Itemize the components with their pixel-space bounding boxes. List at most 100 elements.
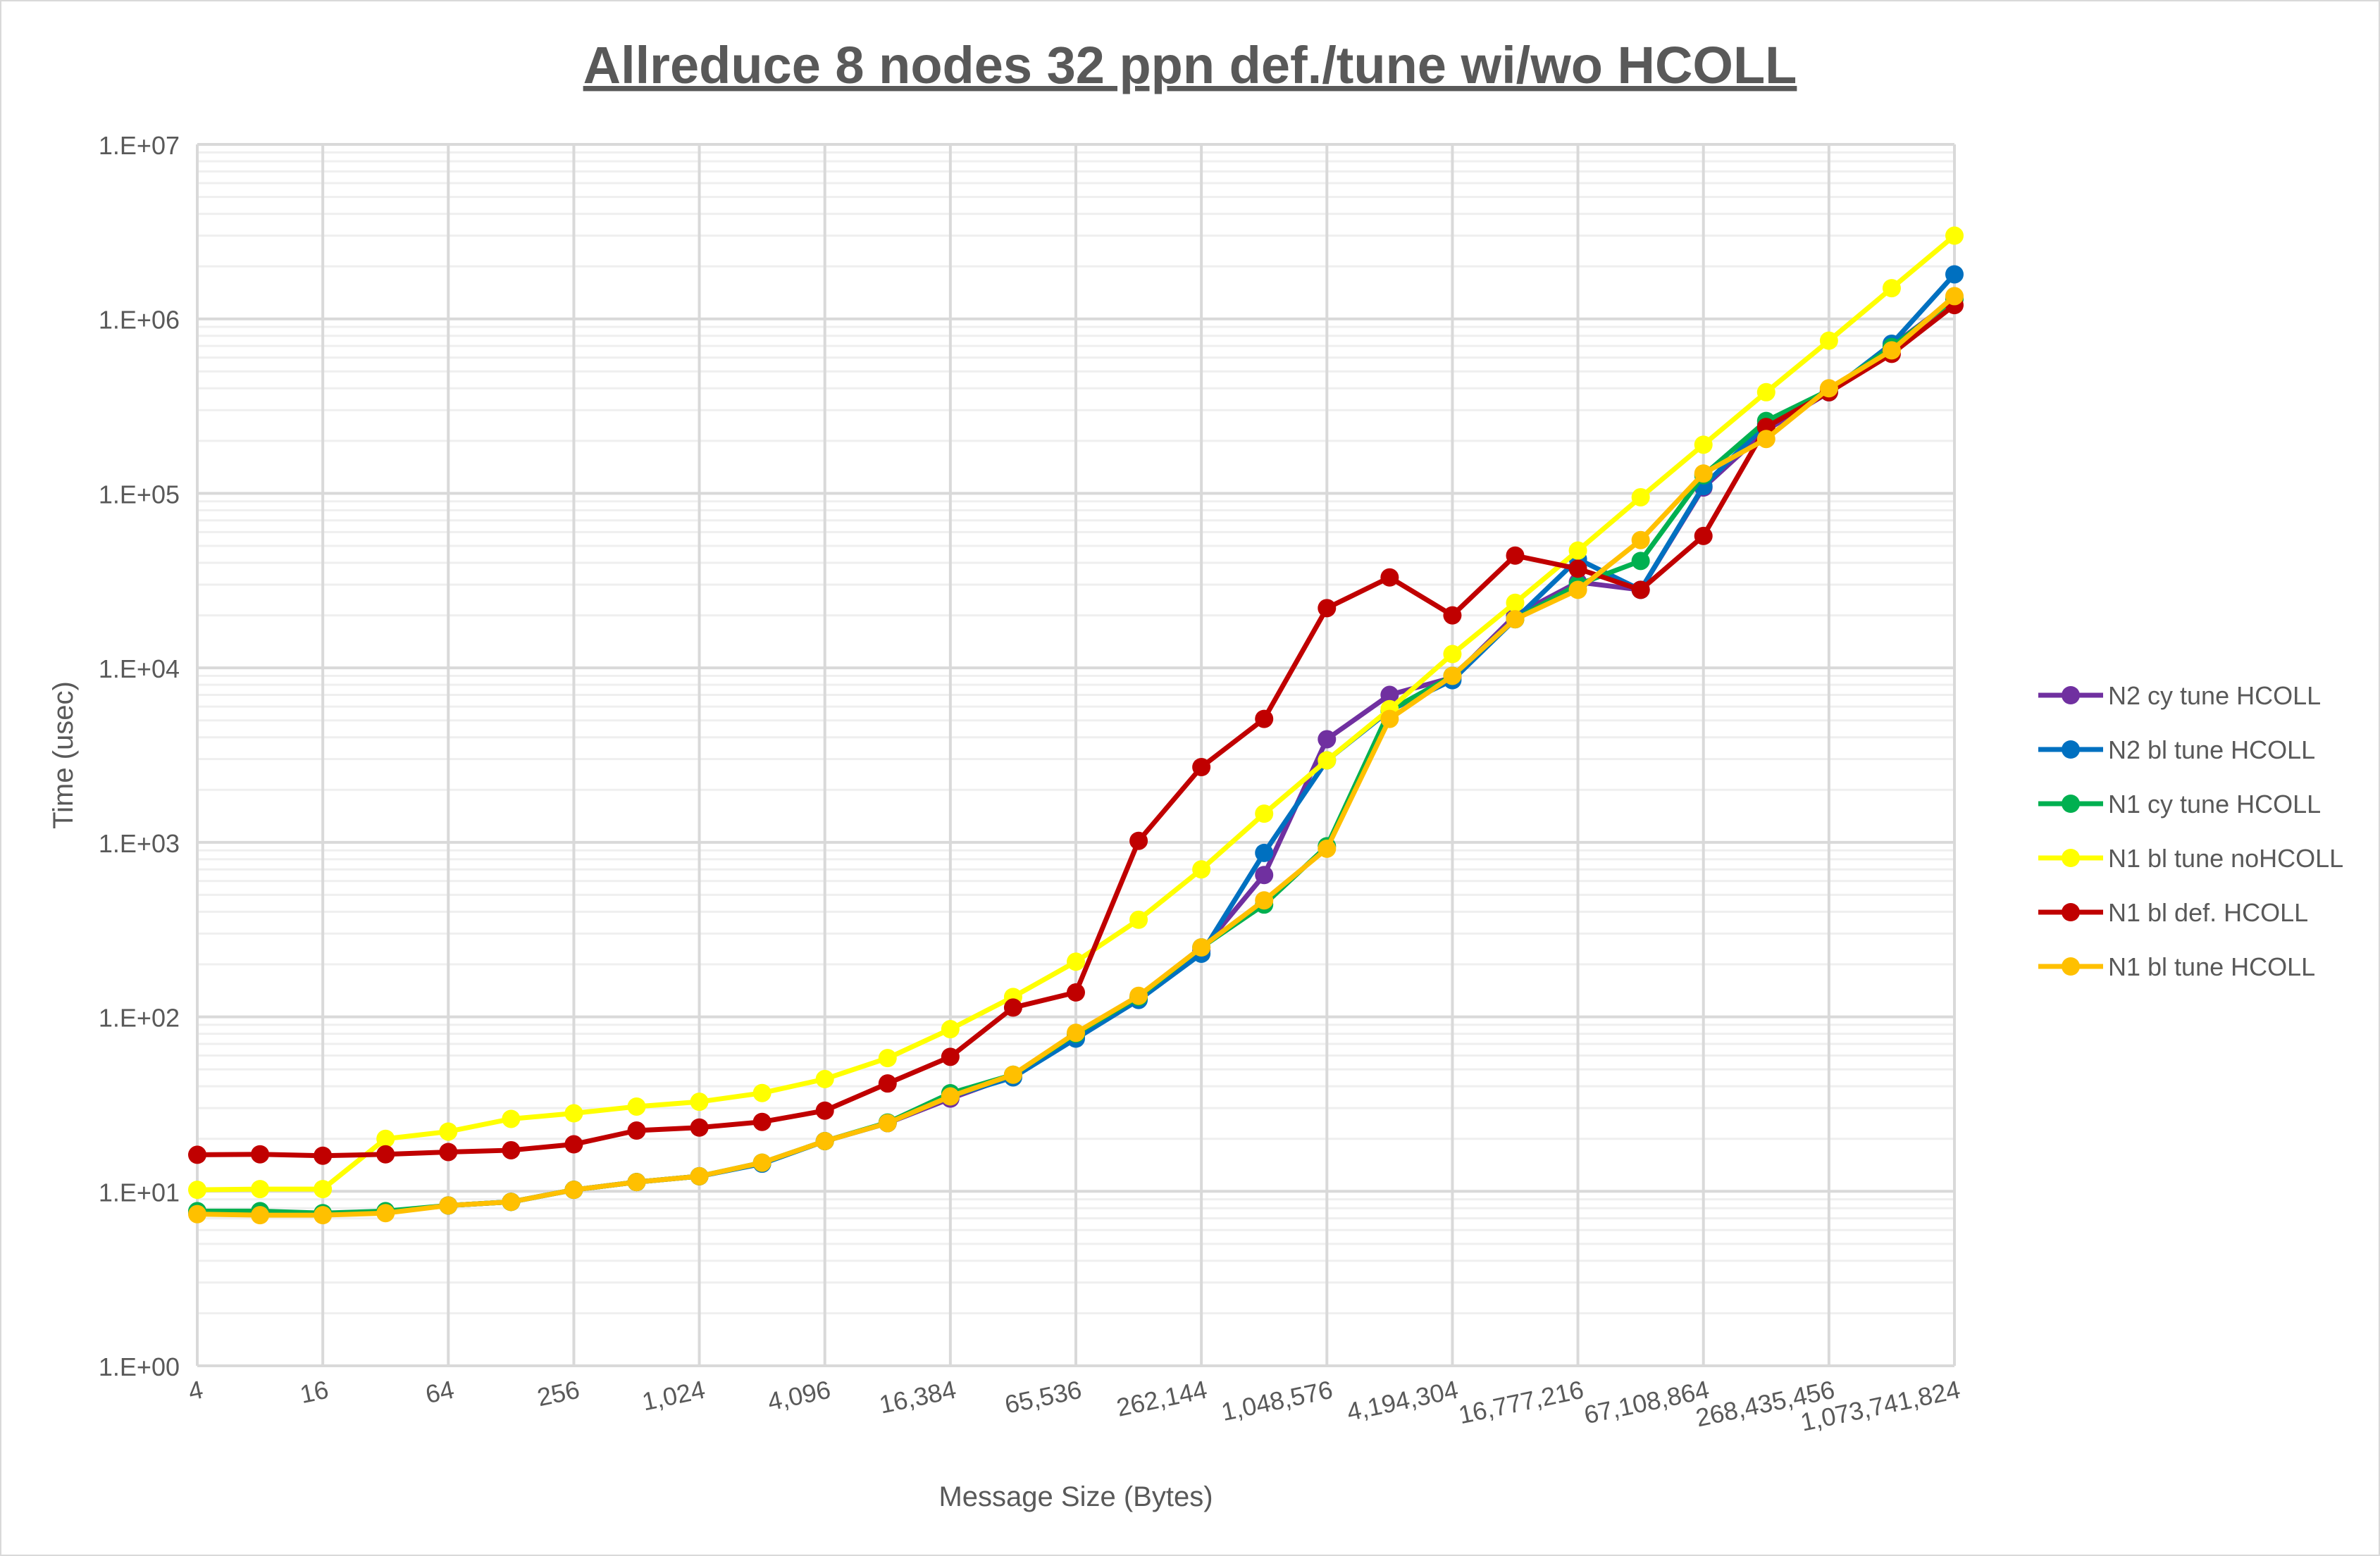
data-point	[1882, 279, 1901, 298]
legend-label: N2 cy tune HCOLL	[2108, 681, 2321, 710]
legend-item: N1 bl tune noHCOLL	[2038, 844, 2343, 873]
data-point	[1318, 839, 1337, 858]
data-point	[752, 1112, 771, 1131]
data-point	[1819, 379, 1838, 398]
data-point	[376, 1145, 395, 1164]
data-point	[439, 1196, 458, 1215]
data-point	[1003, 1065, 1022, 1084]
grid	[196, 143, 1956, 1367]
data-point	[1506, 610, 1525, 629]
legend: N2 cy tune HCOLL N2 bl tune HCOLL N1 cy tu…	[2038, 681, 2343, 981]
data-point	[815, 1069, 834, 1088]
data-point	[564, 1104, 583, 1123]
data-point	[690, 1118, 709, 1137]
x-tick-label: 64	[423, 1375, 457, 1409]
data-point	[815, 1101, 834, 1120]
data-point	[752, 1083, 771, 1102]
legend-marker	[2062, 686, 2080, 704]
data-point	[752, 1153, 771, 1172]
legend-marker	[2062, 849, 2080, 867]
data-point	[1067, 952, 1085, 971]
y-tick-label: 1.E+02	[99, 1004, 180, 1033]
data-point	[1631, 530, 1650, 549]
data-point	[1443, 645, 1462, 664]
data-point	[188, 1181, 206, 1200]
legend-marker	[2062, 957, 2080, 976]
data-point	[1380, 568, 1399, 587]
data-point	[1756, 382, 1775, 402]
data-point	[1067, 1023, 1085, 1042]
data-point	[314, 1180, 333, 1199]
data-point	[564, 1135, 583, 1154]
data-point	[314, 1146, 333, 1165]
data-point	[1129, 910, 1148, 929]
legend-item: N1 bl tune HCOLL	[2038, 952, 2315, 981]
data-point	[878, 1074, 897, 1093]
data-point	[1568, 559, 1587, 578]
data-point	[1192, 938, 1211, 957]
data-point	[564, 1181, 583, 1200]
data-point	[1945, 287, 1964, 306]
legend-label: N1 bl def. HCOLL	[2108, 898, 2308, 927]
data-point	[1694, 435, 1713, 454]
data-point	[314, 1206, 333, 1225]
data-point	[188, 1205, 206, 1224]
data-point	[1067, 983, 1085, 1002]
data-point	[1568, 580, 1587, 599]
x-axis-label: Message Size (Bytes)	[938, 1481, 1213, 1512]
data-point	[941, 1087, 960, 1106]
data-point	[690, 1093, 709, 1112]
series-n1-bl-tune-hcoll	[188, 287, 1964, 1225]
data-point	[1819, 331, 1838, 350]
x-tick-label: 16	[297, 1375, 331, 1409]
y-tick-label: 1.E+03	[99, 829, 180, 858]
data-point	[1255, 891, 1274, 910]
data-point	[1380, 709, 1399, 728]
data-point	[627, 1097, 646, 1116]
data-point	[1255, 866, 1274, 885]
data-point	[1945, 226, 1964, 245]
y-axis-ticks: 1.E+00 1.E+01 1.E+02 1.E+03 1.E+04 1.E+05 1.E+…	[99, 131, 180, 1381]
data-point	[941, 1047, 960, 1066]
data-point	[1003, 998, 1022, 1017]
legend-item: N2 cy tune HCOLL	[2038, 681, 2321, 710]
data-point	[1192, 860, 1211, 879]
data-point	[878, 1114, 897, 1133]
data-point	[1318, 751, 1337, 770]
data-point	[1631, 580, 1650, 599]
data-point	[690, 1166, 709, 1185]
y-tick-label: 1.E+06	[99, 306, 180, 335]
data-point	[1506, 593, 1525, 612]
y-tick-label: 1.E+05	[99, 480, 180, 509]
data-point	[1945, 265, 1964, 284]
data-point	[1129, 831, 1148, 850]
chart-title: Allreduce 8 nodes 32 ppn def./tune wi/wo…	[583, 36, 1797, 94]
data-point	[1318, 599, 1337, 618]
data-point	[439, 1122, 458, 1141]
legend-label: N1 bl tune HCOLL	[2108, 952, 2315, 981]
y-tick-label: 1.E+01	[99, 1178, 180, 1207]
data-point	[502, 1193, 521, 1212]
data-point	[251, 1145, 270, 1164]
data-point	[1631, 487, 1650, 506]
data-point	[1694, 464, 1713, 483]
data-point	[251, 1180, 270, 1199]
data-point	[1255, 709, 1274, 728]
y-tick-label: 1.E+07	[99, 131, 180, 160]
legend-marker	[2062, 740, 2080, 759]
data-point	[1631, 552, 1650, 571]
data-point	[1756, 430, 1775, 449]
data-point	[1129, 986, 1148, 1005]
data-point	[439, 1143, 458, 1162]
legend-label: N1 cy tune HCOLL	[2108, 790, 2321, 819]
data-point	[251, 1206, 270, 1225]
data-point	[1443, 666, 1462, 685]
data-point	[1882, 341, 1901, 360]
data-point	[1380, 685, 1399, 704]
data-point	[502, 1109, 521, 1128]
data-point	[1255, 804, 1274, 823]
data-point	[1192, 758, 1211, 777]
data-point	[878, 1049, 897, 1068]
y-axis-label: Time (usec)	[48, 681, 79, 829]
